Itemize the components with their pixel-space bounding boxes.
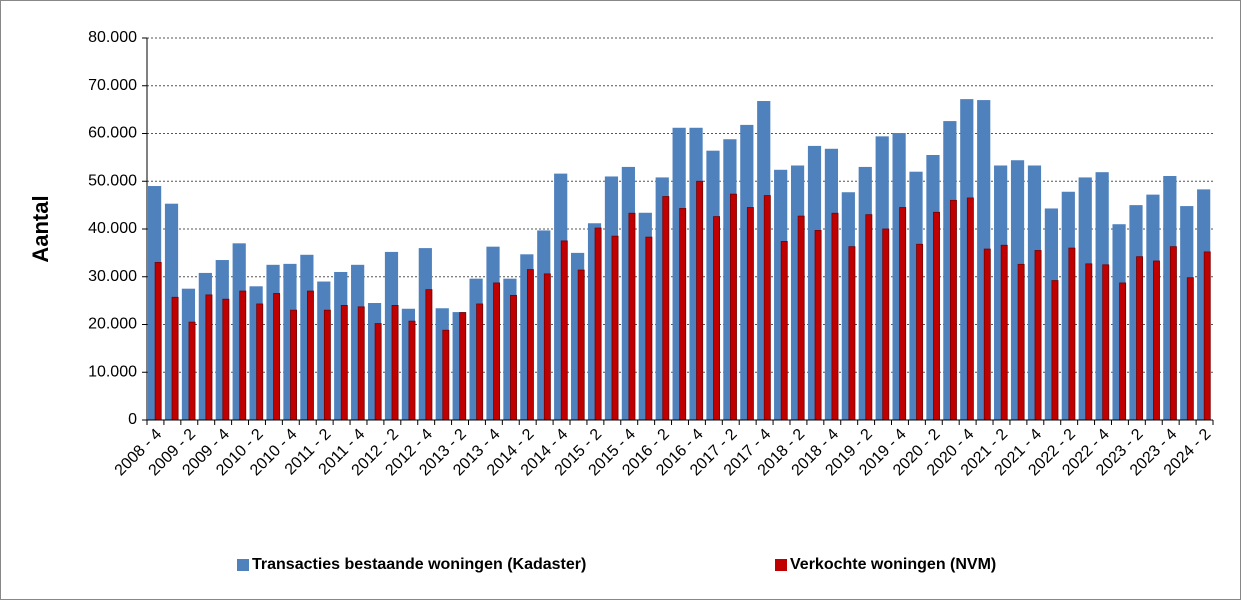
bar: [154, 262, 162, 421]
legend-swatch: [775, 559, 787, 571]
y-tick-label: 40.000: [88, 220, 137, 237]
bar: [1085, 263, 1093, 421]
bar: [526, 269, 534, 421]
bar: [239, 290, 247, 421]
y-tick-label: 70.000: [88, 77, 137, 94]
bar: [1136, 256, 1144, 421]
bar: [966, 197, 974, 421]
bar: [882, 228, 890, 421]
bar: [1051, 280, 1059, 421]
bar: [560, 240, 568, 421]
bar: [1068, 247, 1076, 421]
bar: [730, 193, 737, 421]
bar: [713, 216, 720, 421]
bar: [645, 236, 653, 421]
bar: [933, 211, 940, 421]
bar: [1102, 264, 1110, 421]
bar: [696, 180, 704, 421]
y-tick-label: 60.000: [88, 125, 137, 142]
y-tick-label: 0: [128, 411, 137, 428]
bar: [374, 323, 382, 421]
legend-swatch: [237, 559, 249, 571]
y-axis-label: Aantal: [28, 195, 53, 262]
bar: [662, 196, 670, 421]
legend-label: Verkochte woningen (NVM): [790, 556, 996, 573]
bar: [307, 290, 314, 421]
bar: [323, 309, 331, 421]
bar: [797, 215, 805, 421]
bar: [949, 199, 957, 421]
bar: [442, 329, 450, 421]
bar: [763, 195, 771, 421]
bar: [459, 312, 467, 421]
bar: [594, 227, 602, 421]
bar: [476, 303, 484, 421]
bar: [611, 235, 619, 421]
bar: [391, 304, 399, 421]
bar: [1034, 250, 1042, 421]
bar: [510, 294, 517, 421]
bar: [357, 306, 365, 421]
bar: [865, 214, 873, 421]
bar: [408, 320, 416, 421]
bar: [916, 243, 924, 421]
bar: [1153, 260, 1160, 421]
bar: [1169, 246, 1177, 421]
y-tick-label: 10.000: [88, 363, 137, 380]
bar: [577, 269, 585, 421]
bar: [1017, 263, 1025, 421]
bar: [899, 207, 907, 421]
y-tick-label: 50.000: [88, 172, 137, 189]
bar: [780, 241, 788, 421]
bar: [188, 321, 196, 421]
bar: [425, 289, 433, 421]
bar: [1203, 251, 1211, 421]
bar: [831, 212, 839, 421]
bar: [256, 303, 264, 421]
legend-label: Transacties bestaande woningen (Kadaster…: [252, 556, 586, 573]
y-tick-label: 20.000: [88, 316, 137, 333]
y-tick-label: 80.000: [88, 29, 137, 46]
bar: [628, 212, 636, 421]
bar: [1000, 244, 1008, 421]
bar: [983, 248, 991, 421]
bar: [814, 230, 822, 421]
bar: [273, 293, 281, 421]
bar: [493, 282, 501, 421]
bar: [222, 298, 230, 421]
bar: [1186, 277, 1194, 421]
y-tick-label: 30.000: [88, 268, 137, 285]
bar: [290, 309, 297, 421]
bar: [1119, 282, 1127, 421]
bar: [171, 296, 179, 421]
bar: [205, 294, 213, 421]
bar: [746, 207, 754, 421]
bar: [340, 304, 348, 421]
bar: [848, 246, 856, 421]
bar: [543, 273, 551, 421]
bar: [679, 208, 687, 421]
